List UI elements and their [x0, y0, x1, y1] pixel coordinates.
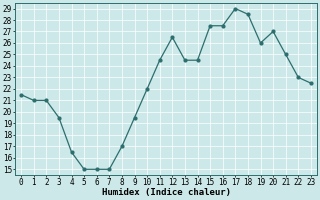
- X-axis label: Humidex (Indice chaleur): Humidex (Indice chaleur): [101, 188, 230, 197]
